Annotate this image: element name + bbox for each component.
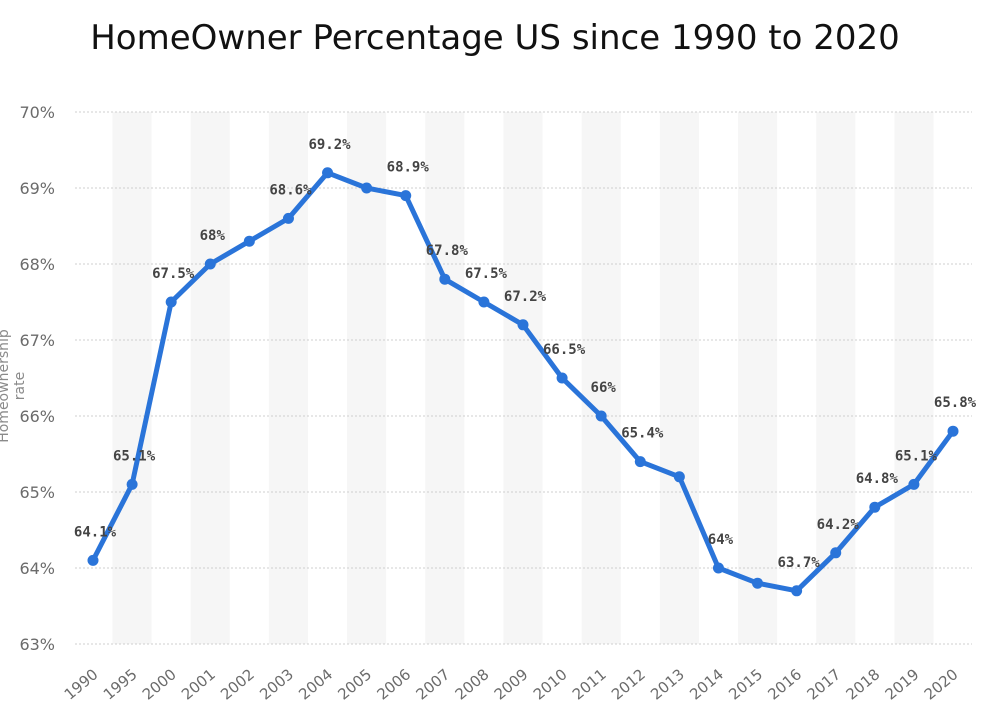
- y-tick-label: 63%: [19, 635, 55, 654]
- data-point: [634, 456, 646, 468]
- data-label: 64.1%: [74, 524, 117, 540]
- data-label: 65.1%: [895, 448, 938, 464]
- data-point: [361, 182, 373, 194]
- column-band: [503, 112, 543, 644]
- data-label: 67.2%: [504, 289, 547, 305]
- data-label: 64.8%: [856, 471, 899, 487]
- data-point: [595, 410, 607, 422]
- y-tick-label: 67%: [19, 331, 55, 350]
- data-point: [282, 212, 294, 224]
- x-tick-label: 2004: [295, 665, 336, 703]
- column-band: [347, 112, 387, 644]
- data-label: 68.9%: [387, 160, 430, 176]
- y-tick-label: 68%: [19, 255, 55, 274]
- y-tick-label: 65%: [19, 483, 55, 502]
- column-band: [190, 112, 230, 644]
- data-point: [243, 235, 255, 247]
- data-point: [673, 471, 685, 483]
- data-label: 66.5%: [543, 342, 586, 358]
- x-tick-label: 2010: [530, 665, 571, 703]
- data-label: 64.2%: [817, 517, 860, 533]
- data-point: [204, 258, 216, 270]
- data-point: [400, 190, 412, 202]
- x-tick-label: 2008: [452, 665, 493, 703]
- data-point: [478, 296, 490, 308]
- x-tick-label: 2011: [569, 665, 610, 703]
- data-point: [126, 478, 138, 490]
- x-tick-label: 2003: [256, 665, 297, 703]
- data-point: [830, 547, 842, 559]
- data-point: [556, 372, 568, 384]
- x-tick-label: 2016: [764, 665, 805, 703]
- data-label: 69.2%: [308, 137, 351, 153]
- y-tick-label: 66%: [19, 407, 55, 426]
- x-tick-label: 2015: [725, 665, 766, 703]
- x-tick-label: 2018: [843, 665, 884, 703]
- x-tick-label: 2009: [491, 665, 532, 703]
- gridlines: [75, 111, 972, 645]
- data-label: 66%: [591, 380, 617, 396]
- x-tick-label: 2005: [334, 665, 375, 703]
- x-tick-label: 2012: [608, 665, 649, 703]
- data-label: 67.5%: [152, 266, 195, 282]
- data-points: [87, 167, 959, 597]
- data-point: [322, 167, 334, 179]
- data-point: [87, 554, 99, 566]
- data-label: 67.5%: [465, 266, 508, 282]
- column-band: [738, 112, 778, 644]
- chart-title: HomeOwner Percentage US since 1990 to 20…: [90, 18, 900, 58]
- x-tick-label: 2000: [139, 665, 180, 703]
- data-point: [791, 585, 803, 597]
- data-point: [752, 577, 764, 589]
- data-point: [439, 273, 451, 285]
- data-label: 65.8%: [934, 395, 977, 411]
- column-band: [425, 112, 465, 644]
- x-tick-label: 2002: [217, 665, 258, 703]
- data-point: [165, 296, 177, 308]
- data-label: 67.8%: [426, 243, 469, 259]
- x-tick-label: 2014: [686, 665, 727, 703]
- x-tick-label: 1995: [100, 665, 141, 703]
- x-tick-label: 2020: [921, 665, 962, 703]
- column-band: [581, 112, 621, 644]
- data-label: 68.6%: [269, 182, 312, 198]
- x-tick-label: 2019: [882, 665, 923, 703]
- data-point: [712, 562, 724, 574]
- column-band: [112, 112, 152, 644]
- data-label: 65.4%: [621, 426, 664, 442]
- x-axis-ticks: 1990199520002001200220032004200520062007…: [61, 665, 962, 703]
- x-tick-label: 1990: [61, 665, 102, 703]
- y-axis-ticks: 63% 64% 65% 66% 67% 68% 69% 70%: [19, 103, 55, 654]
- column-band: [894, 112, 934, 644]
- data-labels: 64.1% 65.1% 67.5% 68% 68.6% 69.2% 68.9% 67.8% 67…: [74, 137, 977, 571]
- y-tick-label: 70%: [19, 103, 55, 122]
- data-label: 68%: [200, 228, 226, 244]
- x-tick-label: 2001: [178, 665, 219, 703]
- x-tick-label: 2007: [413, 665, 454, 703]
- data-point: [908, 478, 920, 490]
- x-tick-label: 2006: [373, 665, 414, 703]
- data-point: [517, 319, 529, 331]
- y-tick-label: 69%: [19, 179, 55, 198]
- data-label: 65.1%: [113, 448, 156, 464]
- column-band: [659, 112, 699, 644]
- y-tick-label: 64%: [19, 559, 55, 578]
- data-label: 63.7%: [778, 555, 821, 571]
- x-tick-label: 2017: [803, 665, 844, 703]
- x-tick-label: 2013: [647, 665, 688, 703]
- data-point: [869, 501, 881, 513]
- data-point: [947, 425, 959, 437]
- data-label: 64%: [708, 532, 734, 548]
